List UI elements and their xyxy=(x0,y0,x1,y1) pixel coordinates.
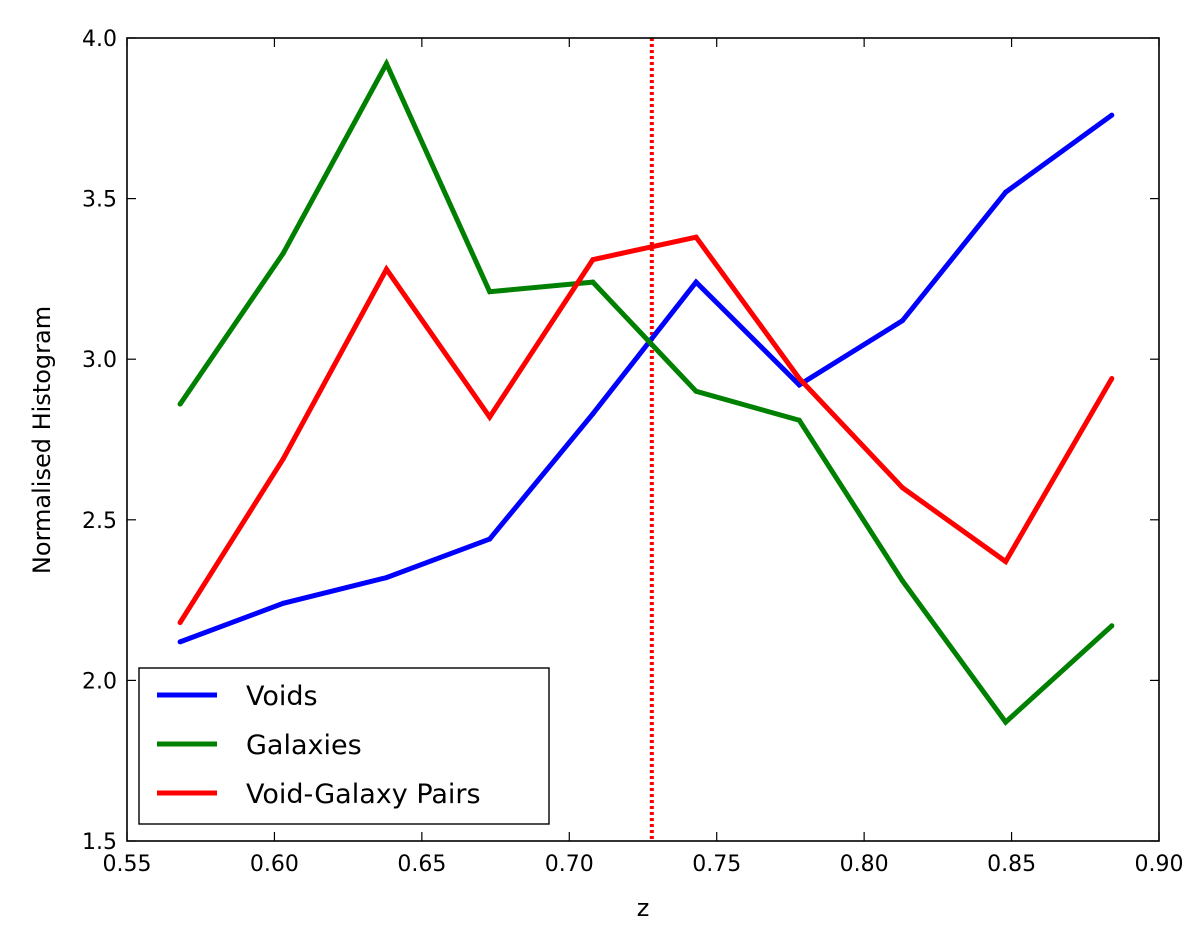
ticks-layer: 0.55 0.60 0.65 0.70 0.75 0.80 0.85 0.90 1.5 2.0 2.… xyxy=(82,27,1183,877)
data-point-void-galaxy-pairs xyxy=(693,234,699,240)
data-point-voids xyxy=(280,600,286,606)
x-tick-label: 0.90 xyxy=(1135,852,1184,877)
data-point-voids xyxy=(899,318,905,324)
legend-label: Galaxies xyxy=(246,730,362,761)
data-point-voids xyxy=(796,382,802,388)
data-point-void-galaxy-pairs xyxy=(177,620,183,626)
legend: Voids Galaxies Void-Galaxy Pairs xyxy=(138,667,550,825)
data-point-voids xyxy=(590,411,596,417)
y-tick-label: 4.0 xyxy=(82,27,117,52)
data-point-void-galaxy-pairs xyxy=(796,375,802,381)
data-point-void-galaxy-pairs xyxy=(1003,559,1009,565)
data-point-void-galaxy-pairs xyxy=(383,266,389,272)
data-point-voids xyxy=(177,639,183,645)
data-point-voids xyxy=(487,536,493,542)
data-point-galaxies xyxy=(280,250,286,256)
x-axis-label: z xyxy=(637,894,650,922)
data-point-voids xyxy=(383,575,389,581)
data-point-galaxies xyxy=(899,578,905,584)
y-tick-label: 2.5 xyxy=(82,509,117,534)
data-point-void-galaxy-pairs xyxy=(899,485,905,491)
series-line-void-galaxy-pairs xyxy=(177,234,1114,624)
data-point-voids xyxy=(1003,189,1009,195)
x-tick-label: 0.60 xyxy=(250,852,299,877)
x-tick-label: 0.85 xyxy=(987,852,1036,877)
y-axis-label: Normalised Histogram xyxy=(28,306,56,574)
series-line-voids xyxy=(179,113,1114,645)
data-point-void-galaxy-pairs xyxy=(280,456,286,462)
data-point-galaxies xyxy=(177,401,183,407)
y-tick-label: 2.0 xyxy=(82,669,117,694)
x-tick-label: 0.80 xyxy=(840,852,889,877)
data-point-galaxies xyxy=(796,417,802,423)
y-tick-label: 3.0 xyxy=(82,348,117,373)
data-point-voids xyxy=(1109,112,1115,118)
plot-frame xyxy=(126,37,1160,842)
y-tick-label: 1.5 xyxy=(82,830,117,855)
data-point-galaxies xyxy=(1109,623,1115,629)
series-layer xyxy=(177,58,1115,726)
data-point-void-galaxy-pairs xyxy=(1109,375,1115,381)
legend-label: Voids xyxy=(246,681,318,712)
series-line-galaxies xyxy=(178,58,1114,726)
data-point-galaxies xyxy=(383,61,389,67)
y-tick-label: 3.5 xyxy=(82,188,117,213)
data-point-voids xyxy=(693,279,699,285)
data-point-void-galaxy-pairs xyxy=(487,414,493,420)
x-tick-label: 0.65 xyxy=(397,852,446,877)
data-point-galaxies xyxy=(693,388,699,394)
data-point-galaxies xyxy=(1003,719,1009,725)
data-point-galaxies xyxy=(487,289,493,295)
x-tick-label: 0.75 xyxy=(692,852,741,877)
legend-label: Void-Galaxy Pairs xyxy=(246,779,481,810)
data-point-void-galaxy-pairs xyxy=(590,257,596,263)
x-tick-label: 0.55 xyxy=(103,852,152,877)
data-point-galaxies xyxy=(590,279,596,285)
x-tick-label: 0.70 xyxy=(545,852,594,877)
